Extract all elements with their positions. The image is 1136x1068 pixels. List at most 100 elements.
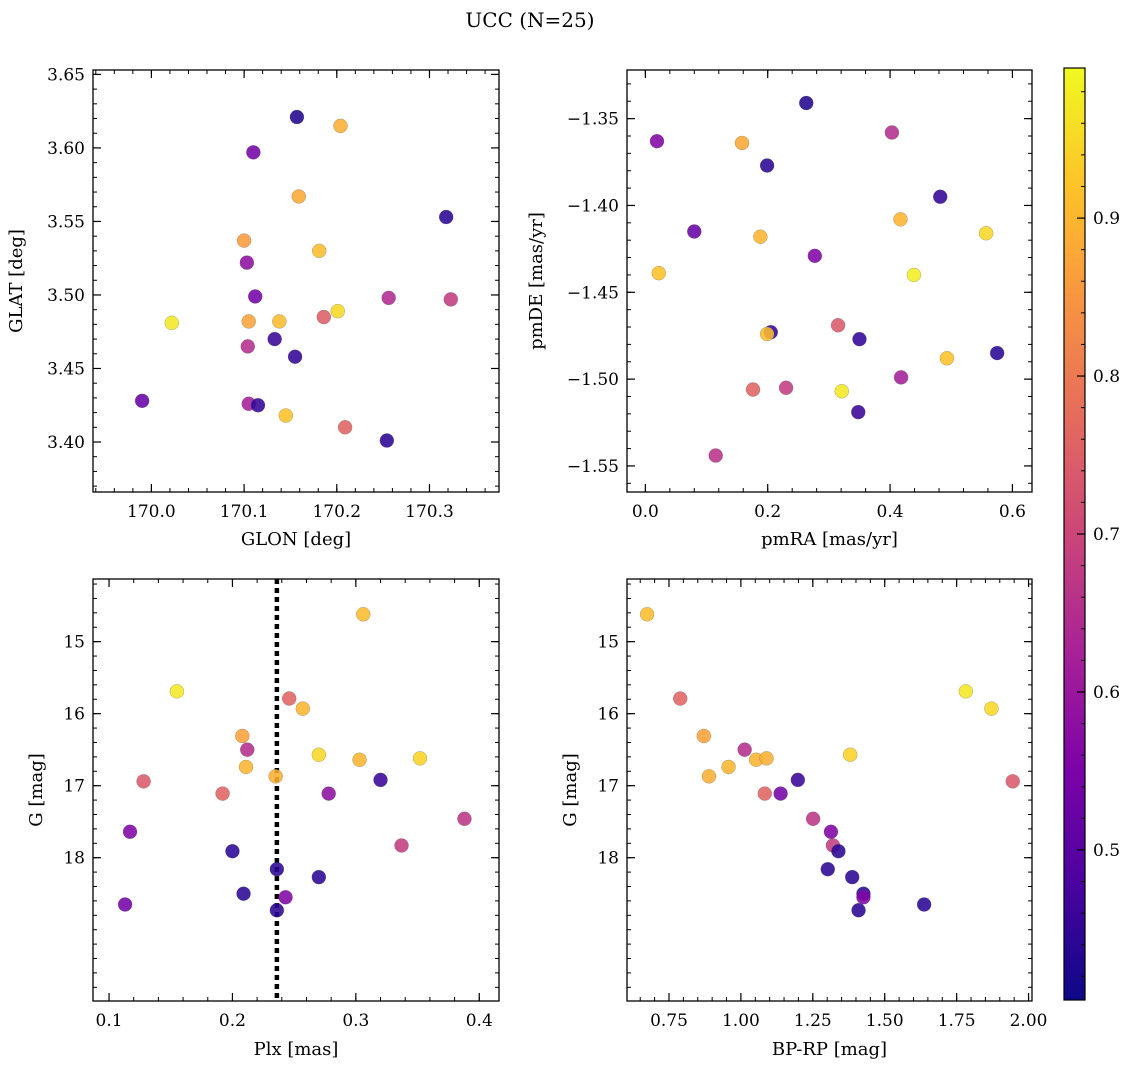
- ticks: [93, 70, 499, 492]
- colorbar-tick-label: 0.6: [1093, 683, 1120, 703]
- scatter-point: [287, 349, 303, 364]
- y-tick-label: −1.40: [567, 196, 619, 216]
- scatter-point: [235, 728, 250, 744]
- scatter-point: [267, 331, 282, 347]
- panel-3: 0.1 0.2 0.3 0.4 15 16 17 18 Plx [mas] G [mag]: [26, 578, 500, 1060]
- scatter-point: [311, 869, 327, 885]
- scatter-point: [939, 351, 955, 366]
- scatter-point: [757, 786, 772, 801]
- scatter-point: [295, 701, 310, 716]
- scatter-point: [278, 890, 293, 905]
- scatter-point: [269, 903, 285, 918]
- scatter-point: [745, 382, 761, 397]
- scatter-point: [893, 212, 908, 227]
- scatter-point: [241, 314, 256, 329]
- scatter-point: [316, 309, 332, 325]
- scatter-point: [122, 824, 138, 839]
- scatter-point: [356, 607, 371, 622]
- scatter-points: [649, 95, 1005, 463]
- scatter-point: [381, 290, 396, 306]
- x-tick-label: 1.50: [866, 1011, 904, 1031]
- scatter-point: [373, 772, 388, 788]
- x-tick-label: 0.3: [342, 1011, 369, 1031]
- y-tick-label: 3.60: [47, 139, 85, 159]
- scatter-point: [805, 811, 821, 827]
- scatter-point: [238, 759, 254, 775]
- scatter-point: [289, 109, 305, 125]
- scatter-point: [852, 331, 867, 347]
- plot-frame: [626, 578, 1033, 1002]
- scatter-point: [321, 786, 336, 801]
- panel-2: 0.0 0.2 0.4 0.6 −1.55 −1.50 −1.45 −1.40 −1.35 pmR…: [526, 69, 1033, 550]
- scatter-point: [978, 226, 994, 241]
- y-axis-label: GLAT [deg]: [6, 229, 27, 333]
- scatter-point: [778, 380, 794, 396]
- y-tick-label: 16: [63, 705, 85, 725]
- scatter-point: [753, 229, 768, 244]
- scatter-point: [701, 769, 717, 784]
- scatter-point: [790, 772, 806, 788]
- y-tick-label: −1.35: [567, 110, 619, 130]
- scatter-point: [215, 786, 230, 801]
- plot-frame: [92, 578, 500, 1002]
- scatter-point: [830, 318, 846, 333]
- scatter-point: [639, 607, 655, 622]
- scatter-point: [282, 691, 297, 706]
- colorbar-tick-label: 0.8: [1093, 367, 1120, 387]
- colorbar: 0.5 0.6 0.7 0.8 0.9: [1063, 67, 1120, 1001]
- y-tick-label: 18: [63, 849, 85, 869]
- x-tick-label: 1.00: [722, 1011, 760, 1031]
- scatter-point: [759, 326, 775, 342]
- scatter-point: [721, 759, 736, 775]
- plot-frame: [626, 69, 1033, 493]
- y-tick-label: 3.50: [47, 286, 85, 306]
- scatter-point: [820, 862, 835, 877]
- scatter-point: [272, 314, 287, 329]
- scatter-point: [843, 747, 858, 762]
- scatter-point: [240, 339, 255, 354]
- scatter-point: [989, 345, 1005, 361]
- scatter-point: [248, 289, 263, 304]
- x-tick-label: 170.1: [220, 502, 269, 522]
- figure-title: UCC (N=25): [465, 8, 594, 32]
- scatter-point: [906, 267, 922, 283]
- colorbar-tick-label: 0.7: [1093, 525, 1120, 545]
- scatter-point: [268, 769, 283, 784]
- x-tick-label: 2.00: [1010, 1011, 1048, 1031]
- scatter-point: [164, 315, 179, 331]
- scatter-point: [884, 125, 900, 140]
- scatter-point: [984, 701, 999, 716]
- scatter-point: [225, 844, 240, 859]
- y-tick-label: 3.65: [47, 65, 85, 85]
- scatter-point: [278, 408, 294, 423]
- scatter-point: [916, 897, 932, 912]
- scatter-point: [239, 255, 255, 270]
- scatter-point: [117, 897, 133, 912]
- y-tick-label: 17: [597, 777, 619, 797]
- ticks: [93, 579, 499, 1001]
- y-tick-label: 16: [597, 705, 619, 725]
- scatter-point: [412, 751, 428, 766]
- scatter-point: [337, 420, 353, 435]
- y-tick-label: 15: [63, 633, 85, 653]
- x-tick-label: 0.1: [96, 1011, 123, 1031]
- y-tick-label: 3.40: [47, 433, 85, 453]
- colorbar-tick-label: 0.5: [1093, 841, 1120, 861]
- scatter-point: [311, 243, 327, 259]
- scatter-point: [687, 224, 702, 239]
- scatter-point: [269, 862, 285, 877]
- scatter-point: [773, 786, 788, 801]
- scatter-point: [734, 135, 750, 151]
- scatter-point: [352, 752, 367, 767]
- x-axis-label: BP-RP [mag]: [772, 1039, 887, 1060]
- scatter-points: [639, 607, 1020, 918]
- scatter-point: [823, 824, 839, 839]
- scatter-points: [134, 109, 458, 448]
- y-tick-label: 15: [597, 633, 619, 653]
- scatter-point: [457, 811, 472, 827]
- scatter-point: [443, 292, 458, 307]
- x-tick-label: 0.4: [877, 502, 904, 522]
- x-tick-label: 0.6: [999, 502, 1026, 522]
- y-tick-label: −1.50: [567, 370, 619, 390]
- scatter-point: [379, 433, 395, 448]
